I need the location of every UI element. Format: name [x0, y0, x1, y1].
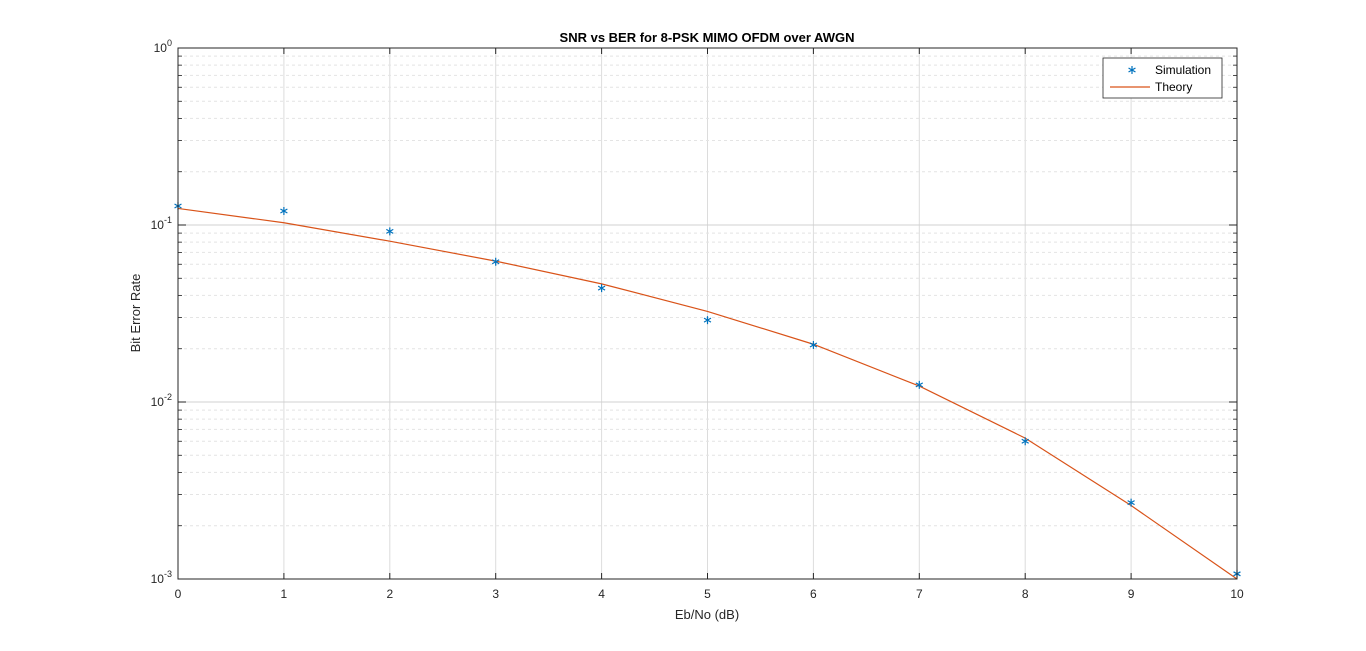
x-tick-label: 7: [916, 587, 923, 601]
simulation-point: [1021, 437, 1029, 446]
legend-box: [1102, 57, 1223, 99]
y-tick-label: 10-3: [151, 569, 172, 586]
legend: Simulation Theory: [1102, 57, 1223, 99]
simulation-point: [597, 284, 606, 293]
x-tick-label: 6: [810, 587, 817, 601]
legend-simulation-marker: [1128, 66, 1136, 74]
y-tick-label: 100: [154, 38, 172, 55]
simulation-point: [915, 380, 924, 389]
x-tick-label: 8: [1022, 587, 1029, 601]
x-tick-label: 3: [492, 587, 499, 601]
x-tick-label: 2: [386, 587, 393, 601]
x-tick-labels: 0 1 2 3 4 5 6 7 8 9 10: [175, 587, 1244, 601]
simulation-point: [386, 227, 394, 236]
x-tick-label: 5: [704, 587, 711, 601]
y-tick-labels: 10-3 10-2 10-1 100: [151, 38, 172, 586]
x-axis-label: Eb/No (dB): [675, 607, 739, 622]
y-axis-label: Bit Error Rate: [128, 274, 143, 353]
theory-line: [177, 207, 1238, 580]
simulation-point: [280, 206, 288, 215]
x-tick-label: 1: [281, 587, 288, 601]
theory-series: [177, 207, 1238, 580]
simulation-point: [809, 340, 818, 349]
legend-simulation-label: Simulation: [1155, 63, 1211, 77]
x-tick-label: 0: [175, 587, 182, 601]
legend-theory-label: Theory: [1155, 80, 1192, 94]
legend-simulation-star: [1128, 66, 1136, 74]
simulation-point: [1127, 498, 1135, 507]
chart-title: SNR vs BER for 8-PSK MIMO OFDM over AWGN: [560, 30, 855, 45]
ticks: [177, 47, 1238, 580]
simulation-point: [491, 257, 500, 266]
x-tick-label: 10: [1230, 587, 1244, 601]
x-tick-label: 4: [598, 587, 605, 601]
x-tick-label: 9: [1128, 587, 1135, 601]
y-tick-label: 10-2: [151, 392, 172, 409]
y-tick-label: 10-1: [151, 215, 172, 232]
simulation-point: [703, 316, 712, 325]
